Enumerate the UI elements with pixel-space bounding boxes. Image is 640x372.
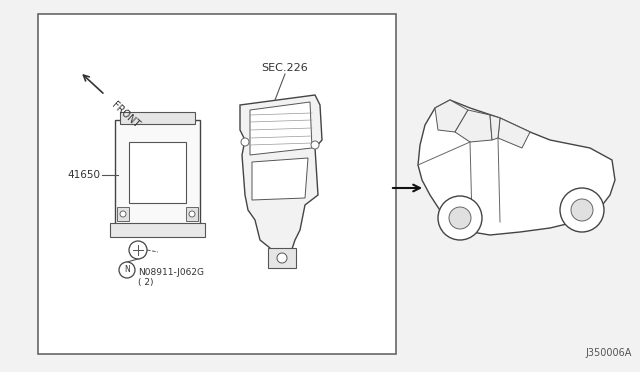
Polygon shape xyxy=(490,115,500,140)
Bar xyxy=(115,120,200,225)
Circle shape xyxy=(129,241,147,259)
Polygon shape xyxy=(250,102,312,155)
Circle shape xyxy=(189,211,195,217)
Circle shape xyxy=(571,199,593,221)
Circle shape xyxy=(449,207,471,229)
Polygon shape xyxy=(455,110,492,142)
Polygon shape xyxy=(435,100,468,132)
Circle shape xyxy=(560,188,604,232)
Text: N: N xyxy=(124,266,130,275)
Circle shape xyxy=(311,141,319,149)
Text: SEC.226: SEC.226 xyxy=(262,63,308,73)
Bar xyxy=(186,207,198,221)
Circle shape xyxy=(120,211,126,217)
Circle shape xyxy=(438,196,482,240)
Bar xyxy=(117,207,129,221)
Circle shape xyxy=(241,138,249,146)
Text: J350006A: J350006A xyxy=(586,348,632,358)
Circle shape xyxy=(277,253,287,263)
Bar xyxy=(120,112,195,124)
Polygon shape xyxy=(498,118,530,148)
Polygon shape xyxy=(252,158,308,200)
Bar xyxy=(110,223,205,237)
Polygon shape xyxy=(418,100,615,235)
Text: N08911-J062G
( 2): N08911-J062G ( 2) xyxy=(138,268,204,288)
Circle shape xyxy=(119,262,135,278)
Text: FRONT: FRONT xyxy=(110,100,141,130)
Bar xyxy=(38,14,396,354)
Bar xyxy=(268,248,296,268)
Text: 41650: 41650 xyxy=(67,170,100,180)
Polygon shape xyxy=(240,95,322,260)
Bar xyxy=(129,142,186,203)
